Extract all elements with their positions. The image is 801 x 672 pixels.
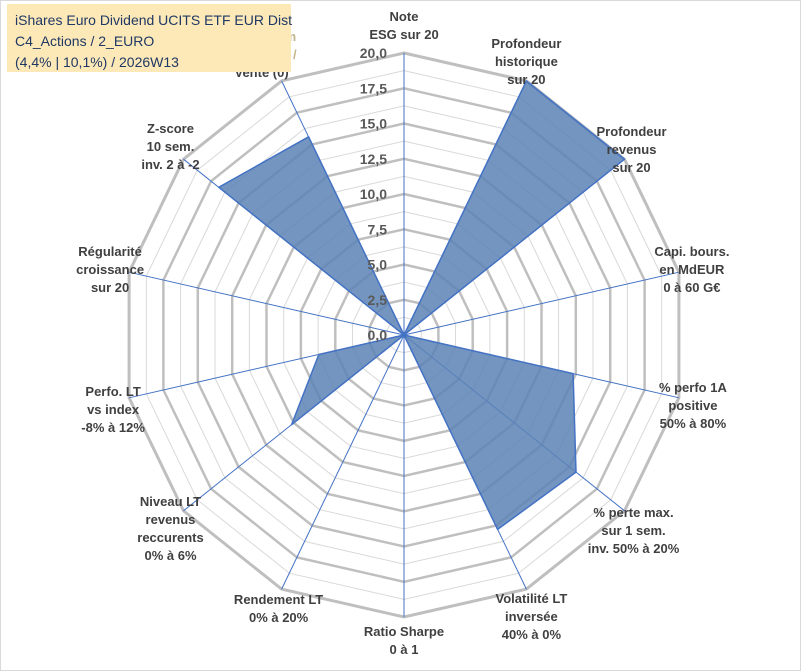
title-line-2: C4_Actions / 2_EURO (15, 33, 154, 49)
axis-label-line: inversée (496, 608, 568, 626)
axis-label-line: 0% à 6% (137, 547, 203, 565)
axis-label-line: inv. 2 à -2 (141, 156, 199, 174)
axis-label-line: 0% à 20% (234, 609, 323, 627)
axis-label-line: en MdEUR (654, 261, 729, 279)
r-tick-label: 20,0 (360, 45, 387, 61)
axis-label-line: Note (369, 8, 438, 26)
axis-label-line: 40% à 0% (496, 626, 568, 644)
axis-label-line: positive (659, 397, 727, 415)
axis-label-line: Profondeur (596, 123, 666, 141)
axis-label-line: Rendement LT (234, 591, 323, 609)
r-tick-label: 0,0 (368, 327, 388, 343)
axis-label-line: Z-score (141, 120, 199, 138)
axis-label-line: sur 20 (491, 71, 561, 89)
axis-label-line: Profondeur (491, 35, 561, 53)
r-tick-label: 10,0 (360, 186, 387, 202)
axis-label-line: vs index (81, 401, 145, 419)
axis-label-line: Perfo. LT (81, 383, 145, 401)
r-tick-label: 15,0 (360, 116, 387, 132)
axis-label-line: % perfo 1A (659, 379, 727, 397)
axis-label-line: 0 à 60 G€ (654, 279, 729, 297)
r-tick-label: 2,5 (368, 292, 388, 308)
axis-label-line: revenus (137, 511, 203, 529)
axis-label-line: Régularité (76, 243, 144, 261)
axis-label-line: -8% à 12% (81, 419, 145, 437)
axis-label-line: ESG sur 20 (369, 26, 438, 44)
axis-label-line: Capi. bours. (654, 243, 729, 261)
axis-label-line: sur 20 (596, 159, 666, 177)
axis-label-line: historique (491, 53, 561, 71)
title-line-1: iShares Euro Dividend UCITS ETF EUR Dist (15, 12, 292, 28)
axis-label-line: reccurents (137, 529, 203, 547)
axis-label-line: revenus (596, 141, 666, 159)
axis-label-line: Niveau LT (137, 493, 203, 511)
axis-label-line: inv. 50% à 20% (588, 540, 680, 558)
r-tick-label: 5,0 (368, 257, 388, 273)
axis-label-line: Ratio Sharpe (364, 623, 444, 641)
axis-label: % perte max.sur 1 sem.inv. 50% à 20% (588, 504, 680, 558)
axis-label-line: Volatilité LT (496, 590, 568, 608)
chart-title-box: iShares Euro Dividend UCITS ETF EUR Dist… (7, 4, 291, 72)
r-tick-label: 12,5 (360, 151, 387, 167)
title-line-3: (4,4% | 10,1%) / 2026W13 (15, 54, 179, 70)
r-tick-label: 17,5 (360, 80, 387, 96)
axis-label-line: croissance (76, 261, 144, 279)
axis-label-line: 10 sem. (141, 138, 199, 156)
axis-label-line: % perte max. (588, 504, 680, 522)
r-tick-label: 7,5 (368, 221, 388, 237)
axis-label-line: 50% à 80% (659, 415, 727, 433)
axis-label-line: sur 20 (76, 279, 144, 297)
axis-label-line: 0 à 1 (364, 641, 444, 659)
axis-label-line: sur 1 sem. (588, 522, 680, 540)
